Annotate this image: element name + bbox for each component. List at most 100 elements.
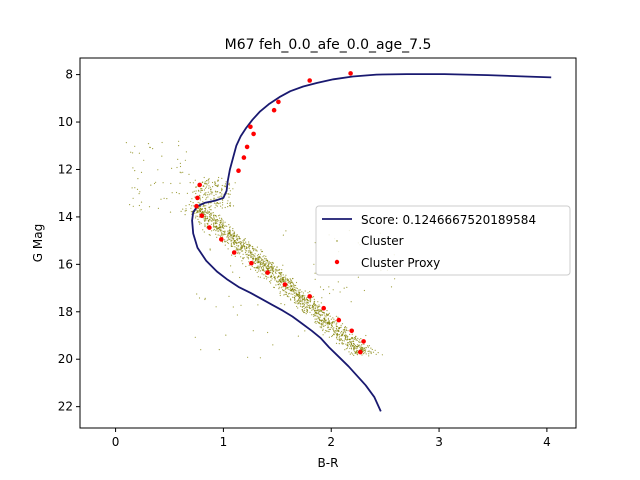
cluster-point	[292, 278, 294, 280]
cluster-point	[227, 230, 229, 232]
cluster-point	[368, 353, 370, 355]
cluster-point	[285, 291, 287, 293]
cluster-point	[252, 258, 255, 260]
cluster-point	[166, 198, 168, 200]
cluster-point	[233, 235, 235, 237]
cluster-point	[211, 220, 213, 222]
cluster-point	[194, 212, 196, 214]
cluster-point	[333, 327, 335, 329]
cluster-point	[238, 249, 241, 251]
cluster-point	[319, 305, 321, 307]
cluster-point	[200, 349, 202, 351]
cluster-point	[271, 278, 273, 280]
cluster-point	[205, 205, 207, 207]
cluster-point	[349, 345, 352, 347]
cluster-point	[197, 210, 199, 212]
cluster-point	[307, 305, 309, 307]
cluster-point	[213, 226, 216, 228]
cluster-point	[265, 258, 267, 260]
cluster-point	[202, 210, 204, 212]
cluster-point	[270, 269, 272, 271]
cluster-point	[338, 337, 340, 339]
cluster-point	[208, 219, 210, 221]
cluster-point	[247, 356, 249, 358]
cluster-point	[356, 352, 359, 354]
cluster-point	[234, 255, 236, 257]
cluster-point	[261, 273, 263, 275]
cluster-point	[349, 333, 351, 335]
cluster-point	[310, 298, 312, 300]
cluster-point	[302, 310, 304, 312]
cluster-point	[131, 187, 133, 189]
cluster-point	[221, 184, 223, 187]
cluster-point	[318, 304, 320, 306]
cluster-proxy-point	[207, 225, 212, 230]
cluster-point	[340, 326, 342, 328]
legend-label-proxy: Cluster Proxy	[361, 256, 440, 270]
cluster-point	[219, 221, 221, 223]
cluster-point	[316, 320, 318, 322]
cluster-point	[218, 196, 220, 198]
cluster-point	[185, 208, 187, 210]
cluster-proxy-point	[249, 260, 254, 266]
cluster-point	[162, 182, 164, 184]
cluster-point	[294, 288, 296, 290]
cluster-point	[219, 234, 221, 236]
cluster-point	[190, 200, 192, 203]
cluster-point	[235, 249, 237, 251]
cluster-point	[221, 187, 223, 189]
cluster-point	[214, 181, 216, 183]
cluster-point	[205, 198, 207, 200]
cluster-point	[234, 246, 236, 248]
cluster-point	[208, 214, 211, 216]
cluster-point	[254, 262, 256, 264]
y-axis: 8 10 12 14 16 18 20 22	[58, 68, 80, 414]
cluster-proxy-point	[199, 213, 205, 218]
cluster-point	[224, 240, 226, 242]
cluster-point	[270, 276, 272, 278]
cluster-point	[211, 217, 213, 219]
cluster-point	[195, 190, 197, 192]
cluster-point	[335, 323, 337, 325]
cluster-point	[227, 200, 229, 202]
cluster-point	[248, 241, 250, 243]
cluster-point	[324, 324, 326, 326]
cluster-point	[285, 274, 287, 276]
cluster-point	[221, 219, 223, 221]
cluster-point	[213, 224, 215, 226]
cluster-point	[321, 309, 323, 311]
cluster-point	[207, 216, 209, 218]
cluster-point	[240, 249, 242, 251]
cluster-point	[227, 206, 229, 208]
cluster-point	[362, 347, 364, 349]
cluster-point	[134, 145, 136, 147]
cluster-proxy-point	[248, 124, 253, 130]
cluster-point	[361, 344, 363, 346]
cluster-point	[345, 334, 347, 336]
cluster-point	[221, 207, 223, 209]
cluster-point	[364, 352, 366, 354]
cluster-point	[236, 314, 238, 316]
cluster-point	[265, 265, 267, 268]
cluster-point	[323, 317, 325, 319]
cluster-point	[204, 182, 206, 184]
cluster-point	[333, 330, 335, 332]
cluster-point	[204, 211, 206, 213]
y-tick-label: 22	[58, 400, 73, 414]
cluster-point	[195, 186, 197, 188]
x-tick-label: 2	[327, 435, 335, 449]
cluster-point	[203, 213, 205, 215]
cluster-point	[244, 248, 246, 250]
cluster-point	[319, 316, 321, 318]
cluster-point	[252, 255, 254, 257]
cluster-point	[230, 243, 232, 245]
cluster-proxy-point	[348, 71, 353, 76]
cluster-point	[356, 350, 358, 352]
cluster-point	[309, 311, 311, 313]
cluster-point	[338, 330, 340, 332]
cluster-point	[247, 254, 250, 257]
cluster-point	[353, 354, 355, 356]
cluster-point	[200, 222, 202, 224]
cluster-point	[230, 234, 232, 236]
cluster-point	[322, 322, 324, 324]
